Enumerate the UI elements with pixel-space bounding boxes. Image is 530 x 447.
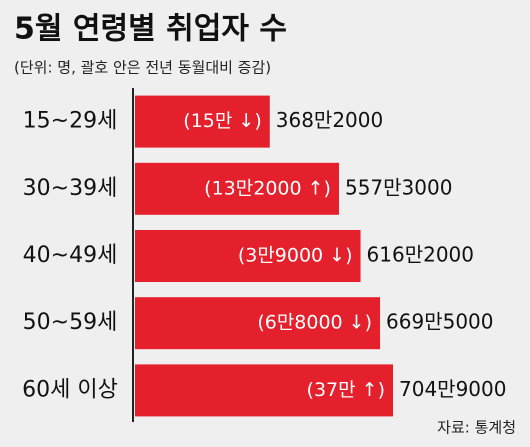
- value-label: 704만9000: [399, 377, 506, 401]
- category-label: 30~39세: [23, 176, 118, 201]
- change-label: (3만9000 ↓): [238, 245, 353, 267]
- change-label: (15만 ↓): [183, 110, 261, 132]
- category-label: 40~49세: [23, 243, 118, 268]
- bar: [135, 230, 361, 282]
- change-label: (13만2000 ↑): [204, 177, 331, 199]
- chart-subtitle: (단위: 명, 괄호 안은 전년 동월대비 증감): [14, 59, 271, 77]
- category-label: 15~29세: [23, 109, 118, 134]
- bar: [135, 297, 381, 350]
- bar: [135, 364, 393, 417]
- change-label: (37만 ↑): [307, 379, 385, 401]
- bar: [135, 162, 339, 215]
- bar: [135, 95, 270, 148]
- source: 자료: 통계청: [437, 419, 516, 437]
- category-label: 50~59세: [23, 310, 118, 335]
- value-label: 616만2000: [367, 243, 474, 267]
- change-label: (6만8000 ↓): [257, 312, 372, 334]
- category-label: 60세 이상: [22, 377, 118, 402]
- value-label: 669만5000: [386, 310, 493, 334]
- value-label: 368만2000: [276, 108, 383, 132]
- chart-title: 5월 연령별 취업자 수: [14, 12, 287, 47]
- value-label: 557만3000: [345, 175, 452, 199]
